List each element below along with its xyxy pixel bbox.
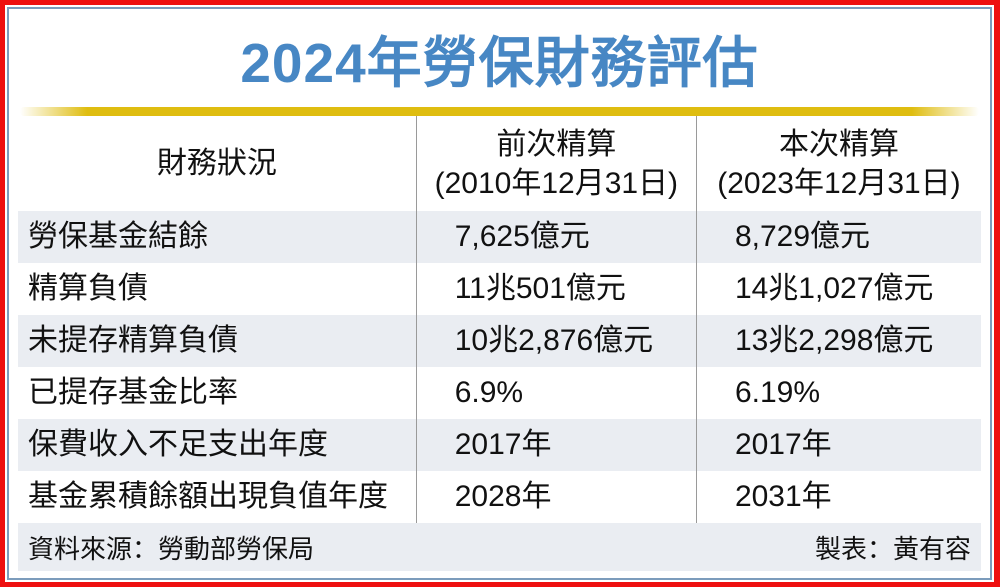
column-header-financial-status: 財務狀況 xyxy=(18,116,416,211)
column-header-previous-valuation: 前次精算 (2010年12月31日) xyxy=(415,116,696,211)
previous-value: 7,625億元 xyxy=(415,211,696,263)
column-header-current-valuation: 本次精算 (2023年12月31日) xyxy=(695,116,981,211)
table-row: 精算負債 11兆501億元 14兆1,027億元 xyxy=(18,263,981,315)
column-header-sublabel: (2010年12月31日) xyxy=(434,166,679,200)
column-header-label: 財務狀況 xyxy=(156,147,277,180)
page-title: 2024年勞保財務評估 xyxy=(240,32,759,94)
table-footer: 資料來源：勞動部勞保局 製表：黃有容 xyxy=(18,523,981,571)
current-value: 2017年 xyxy=(695,419,981,471)
table-row: 已提存基金比率 6.9% 6.19% xyxy=(18,367,981,419)
data-source-note: 資料來源：勞動部勞保局 xyxy=(28,533,315,564)
current-value: 14兆1,027億元 xyxy=(695,263,981,315)
column-header-label: 前次精算 xyxy=(496,127,617,161)
previous-value: 6.9% xyxy=(415,367,696,419)
gold-divider-bar xyxy=(20,107,979,116)
previous-value: 2028年 xyxy=(415,471,696,523)
column-header-label: 本次精算 xyxy=(778,127,899,161)
row-label: 保費收入不足支出年度 xyxy=(28,428,328,461)
table-body: 勞保基金結餘 7,625億元 8,729億元 精算負債 11兆501億元 14兆… xyxy=(18,211,981,523)
title-area: 2024年勞保財務評估 xyxy=(16,9,983,107)
current-value: 6.19% xyxy=(695,367,981,419)
previous-value: 11兆501億元 xyxy=(415,263,696,315)
table-header-row: 財務狀況 前次精算 (2010年12月31日) 本次精算 (2023年12月31… xyxy=(18,116,981,211)
previous-value: 10兆2,876億元 xyxy=(415,315,696,367)
row-label: 精算負債 xyxy=(28,272,148,305)
table-row: 保費收入不足支出年度 2017年 2017年 xyxy=(18,419,981,471)
row-label: 已提存基金比率 xyxy=(28,376,238,409)
previous-value: 2017年 xyxy=(415,419,696,471)
row-label: 勞保基金結餘 xyxy=(28,220,208,253)
current-value: 2031年 xyxy=(695,471,981,523)
current-value: 8,729億元 xyxy=(695,211,981,263)
current-value: 13兆2,298億元 xyxy=(695,315,981,367)
credit-note: 製表：黃有容 xyxy=(814,533,971,564)
table-row: 未提存精算負債 10兆2,876億元 13兆2,298億元 xyxy=(18,315,981,367)
data-table: 財務狀況 前次精算 (2010年12月31日) 本次精算 (2023年12月31… xyxy=(18,116,981,523)
infographic-panel: 2024年勞保財務評估 財務狀況 前次精算 (2010年12月31日) 本次精算… xyxy=(7,7,992,580)
table-row: 勞保基金結餘 7,625億元 8,729億元 xyxy=(18,211,981,263)
table-row: 基金累積餘額出現負值年度 2028年 2031年 xyxy=(18,471,981,523)
inner-white-gap: 2024年勞保財務評估 財務狀況 前次精算 (2010年12月31日) 本次精算… xyxy=(5,5,994,582)
row-label: 未提存精算負債 xyxy=(28,324,238,357)
row-label: 基金累積餘額出現負值年度 xyxy=(28,480,388,513)
column-header-sublabel: (2023年12月31日) xyxy=(717,166,961,200)
